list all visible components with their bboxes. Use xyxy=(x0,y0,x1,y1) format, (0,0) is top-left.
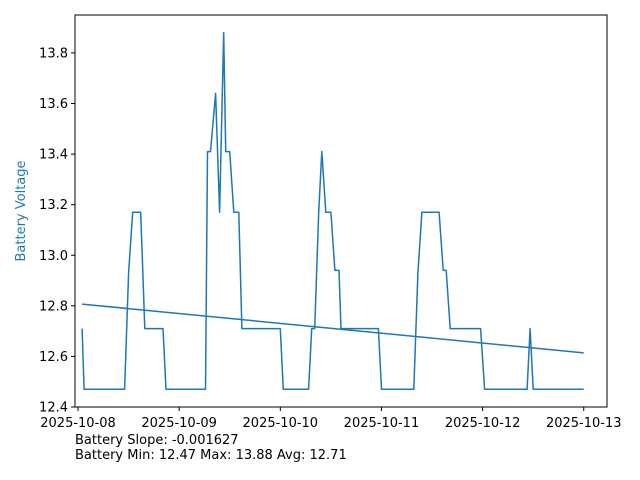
y-tick-label: 13.2 xyxy=(39,198,68,213)
x-tick-label: 2025-10-09 xyxy=(141,416,217,431)
plot-area xyxy=(81,31,584,391)
y-tick-label: 13.8 xyxy=(39,46,68,61)
y-tick-label: 13.4 xyxy=(39,148,68,163)
y-axis: 12.4 12.6 12.8 13.0 13.2 13.4 13.6 13.8 xyxy=(39,46,75,416)
y-tick-label: 12.6 xyxy=(39,350,68,365)
x-tick-label: 2025-10-13 xyxy=(546,416,622,431)
y-axis-label: Battery Voltage xyxy=(14,160,29,261)
battery-voltage-line xyxy=(81,31,584,391)
y-tick-label: 12.4 xyxy=(39,401,68,416)
x-tick-label: 2025-10-08 xyxy=(40,416,116,431)
battery-stats: Battery Slope: -0.001627 Battery Min: 12… xyxy=(75,433,347,463)
y-tick-label: 12.8 xyxy=(39,299,68,314)
axes-frame xyxy=(74,14,608,408)
y-tick-label: 13.0 xyxy=(39,249,68,264)
battery-slope-text: Battery Slope: -0.001627 xyxy=(75,433,239,448)
trend-line xyxy=(82,303,584,354)
x-axis: 2025-10-08 2025-10-09 2025-10-10 2025-10-11… xyxy=(40,407,622,431)
x-tick-label: 2025-10-10 xyxy=(243,416,319,431)
y-tick-label: 13.6 xyxy=(39,97,68,112)
x-tick-label: 2025-10-11 xyxy=(344,416,420,431)
battery-minmax-text: Battery Min: 12.47 Max: 13.88 Avg: 12.71 xyxy=(75,448,347,463)
x-tick-label: 2025-10-12 xyxy=(445,416,521,431)
